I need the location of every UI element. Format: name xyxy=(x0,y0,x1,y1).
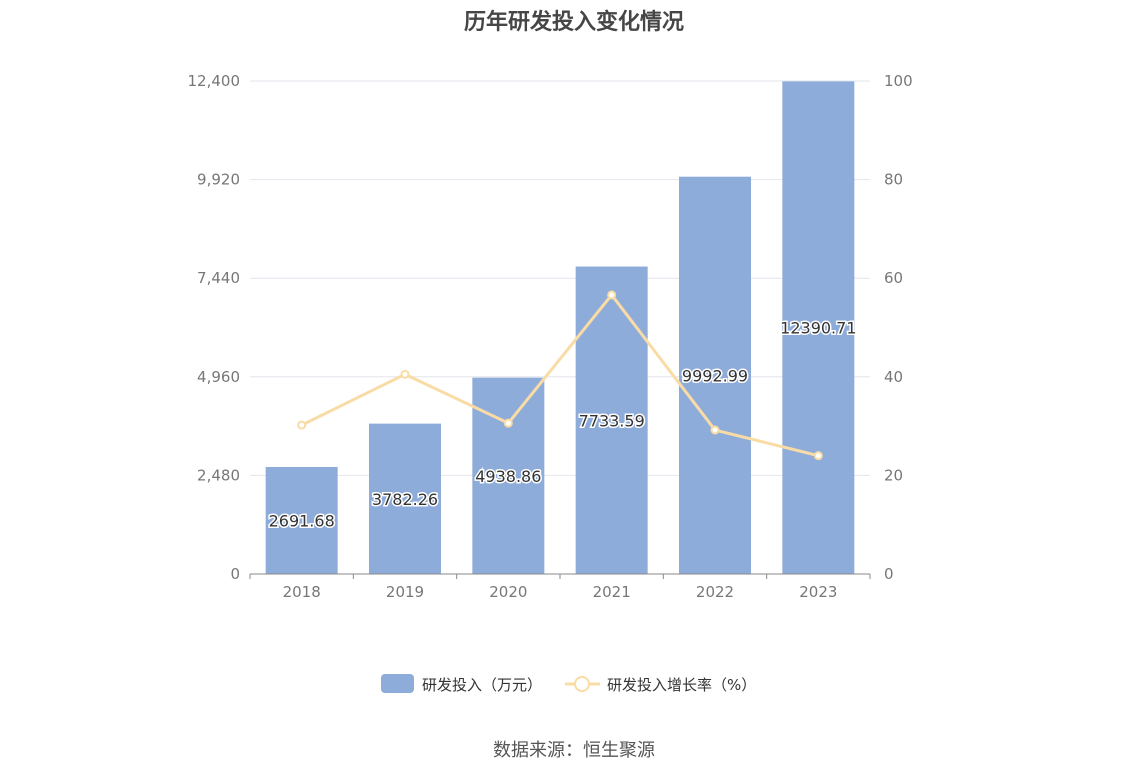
axes: 0 0 2,480 20 4,960 40 7,440 60 9,920 80 12,400 100 2… xyxy=(188,72,913,601)
line-point[interactable] xyxy=(400,369,410,379)
line-series xyxy=(297,290,823,461)
chart-title: 历年研发投入变化情况 xyxy=(463,10,684,35)
line-point[interactable] xyxy=(297,420,307,430)
y-right-tick-label: 80 xyxy=(884,171,903,189)
bar-value-label: 7733.59 xyxy=(579,411,645,430)
bar-value-label: 2691.68 xyxy=(269,511,335,530)
bar-value-label: 3782.26 xyxy=(372,490,438,509)
x-tick-label: 2023 xyxy=(799,583,837,601)
data-labels: 2691.68 3782.26 4938.86 7733.59 9992.99 12390… xyxy=(267,317,858,532)
legend-bar-label: 研发投入（万元） xyxy=(422,676,542,694)
source-note: 数据来源：恒生聚源 xyxy=(493,740,655,761)
y-left-tick-label: 12,400 xyxy=(188,72,241,90)
bar[interactable] xyxy=(265,466,338,574)
y-left-tick-label: 2,480 xyxy=(197,466,240,484)
legend-line-marker xyxy=(574,676,590,692)
legend[interactable]: 研发投入（万元） 研发投入增长率（%） xyxy=(381,674,756,694)
bar-value-label: 4938.86 xyxy=(475,467,541,486)
line-point[interactable] xyxy=(503,418,513,428)
y-right-tick-label: 0 xyxy=(884,565,894,583)
x-tick-label: 2019 xyxy=(386,583,424,601)
x-tick-label: 2022 xyxy=(696,583,734,601)
bar[interactable] xyxy=(782,81,855,574)
line-point[interactable] xyxy=(710,425,720,435)
y-right-tick-label: 40 xyxy=(884,368,903,386)
x-tick-label: 2018 xyxy=(283,583,321,601)
line-point[interactable] xyxy=(607,290,617,300)
legend-line-label: 研发投入增长率（%） xyxy=(607,676,756,694)
x-tick-label: 2020 xyxy=(489,583,527,601)
y-left-tick-label: 9,920 xyxy=(197,171,240,189)
y-right-tick-label: 100 xyxy=(884,72,913,90)
bar[interactable] xyxy=(369,423,441,574)
legend-bar-swatch xyxy=(381,674,414,693)
x-tick-label: 2021 xyxy=(593,583,631,601)
y-right-tick-label: 20 xyxy=(884,466,903,484)
grid-lines xyxy=(250,80,870,476)
bar[interactable] xyxy=(679,176,751,574)
bar-value-label: 9992.99 xyxy=(682,366,748,385)
y-left-tick-label: 4,960 xyxy=(197,368,240,386)
bar[interactable] xyxy=(575,266,648,574)
bar-series xyxy=(265,81,855,574)
growth-line xyxy=(301,292,819,458)
bar-value-label: 12390.71 xyxy=(780,319,856,338)
y-left-tick-label: 7,440 xyxy=(197,269,240,287)
y-right-tick-label: 60 xyxy=(884,269,903,287)
line-point[interactable] xyxy=(813,451,823,461)
y-left-tick-label: 0 xyxy=(230,565,240,583)
